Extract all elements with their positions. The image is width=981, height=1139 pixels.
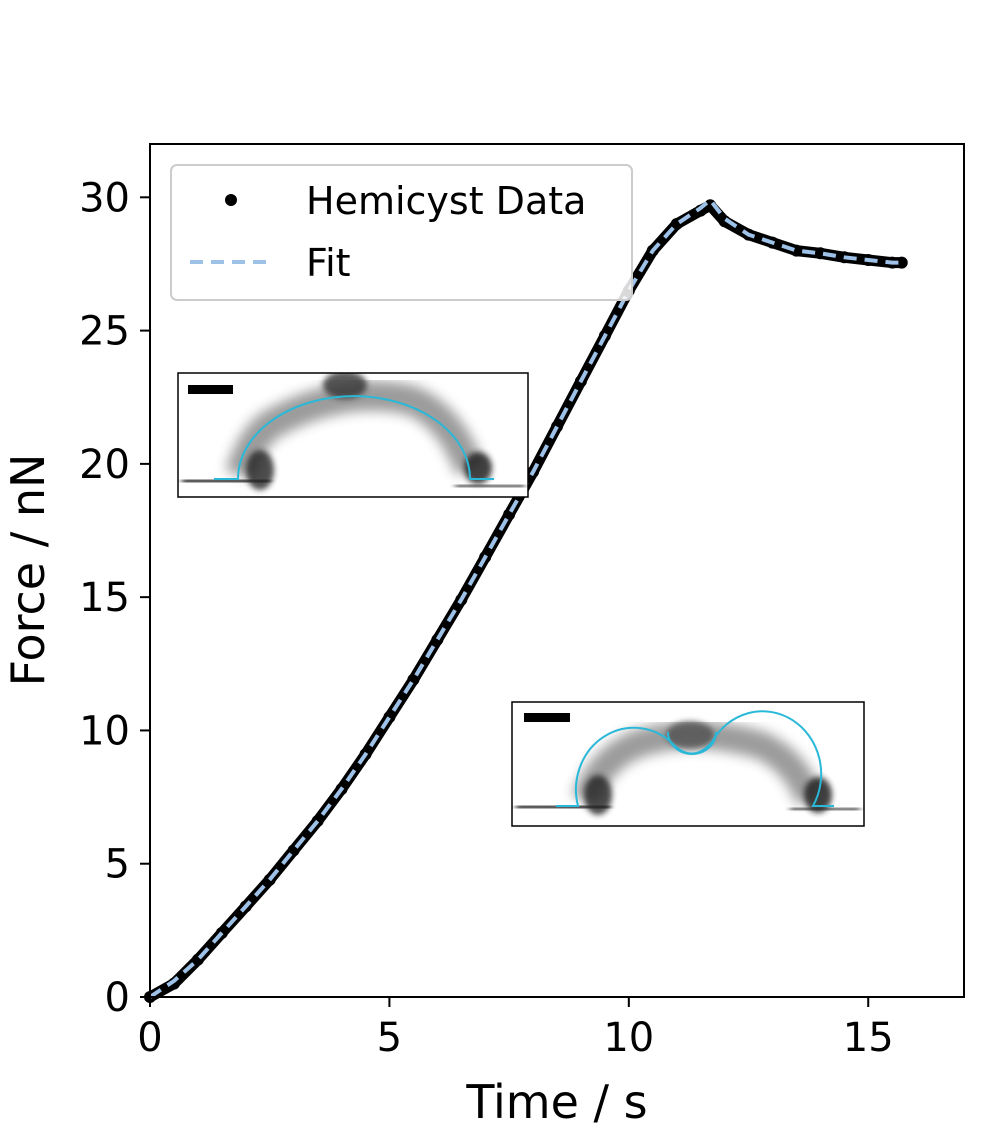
data-point-hemicyst-data [814, 247, 827, 260]
inset-image-hemicyst [177, 372, 529, 498]
y-tick-label: 10 [79, 708, 130, 754]
x-tick-label: 0 [137, 1015, 162, 1061]
y-tick-label: 15 [79, 575, 130, 621]
y-tick-label: 0 [105, 975, 130, 1021]
y-tick-label: 20 [79, 442, 130, 488]
legend-marker-hemicyst-data [225, 194, 237, 206]
scale-bar [524, 713, 570, 722]
legend-label-hemicyst-data: Hemicyst Data [306, 179, 586, 223]
legend: Hemicyst Data Fit [170, 164, 633, 301]
series-line-fit [148, 198, 902, 999]
y-axis-label: Force / nN [1, 454, 55, 687]
plot-frame [149, 143, 965, 998]
y-tick-label: 25 [79, 309, 130, 355]
inset-image-hemicyst-dimple [511, 701, 865, 827]
x-tick-label: 10 [603, 1015, 654, 1061]
x-tick-label: 5 [377, 1015, 402, 1061]
data-point-hemicyst-data [895, 256, 908, 269]
y-tick-label: 30 [79, 175, 130, 221]
x-tick-label: 15 [843, 1015, 894, 1061]
scale-bar [188, 385, 233, 394]
legend-label-fit: Fit [306, 241, 351, 285]
y-tick-label: 5 [105, 842, 130, 888]
x-axis-label: Time / s [465, 1075, 647, 1129]
series-line-hemicyst-data [144, 199, 908, 1003]
